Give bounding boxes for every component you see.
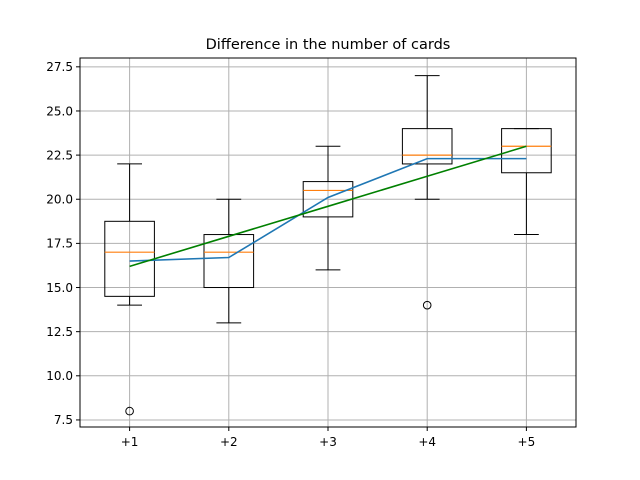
y-tick-label: 27.5 — [46, 60, 73, 74]
x-tick-label: +1 — [121, 435, 139, 449]
y-tick-label: 12.5 — [46, 325, 73, 339]
y-tick-label: 17.5 — [46, 237, 73, 251]
y-tick-label: 10.0 — [46, 369, 73, 383]
x-tick-label: +5 — [518, 435, 536, 449]
chart-title: Difference in the number of cards — [206, 37, 451, 53]
y-tick-label: 15.0 — [46, 281, 73, 295]
y-tick-label: 22.5 — [46, 148, 73, 162]
y-tick-label: 20.0 — [46, 193, 73, 207]
x-tick-label: +2 — [220, 435, 238, 449]
y-tick-label: 25.0 — [46, 104, 73, 118]
x-tick-label: +4 — [418, 435, 436, 449]
y-tick-label: 7.5 — [54, 413, 73, 427]
x-tick-label: +3 — [319, 435, 337, 449]
